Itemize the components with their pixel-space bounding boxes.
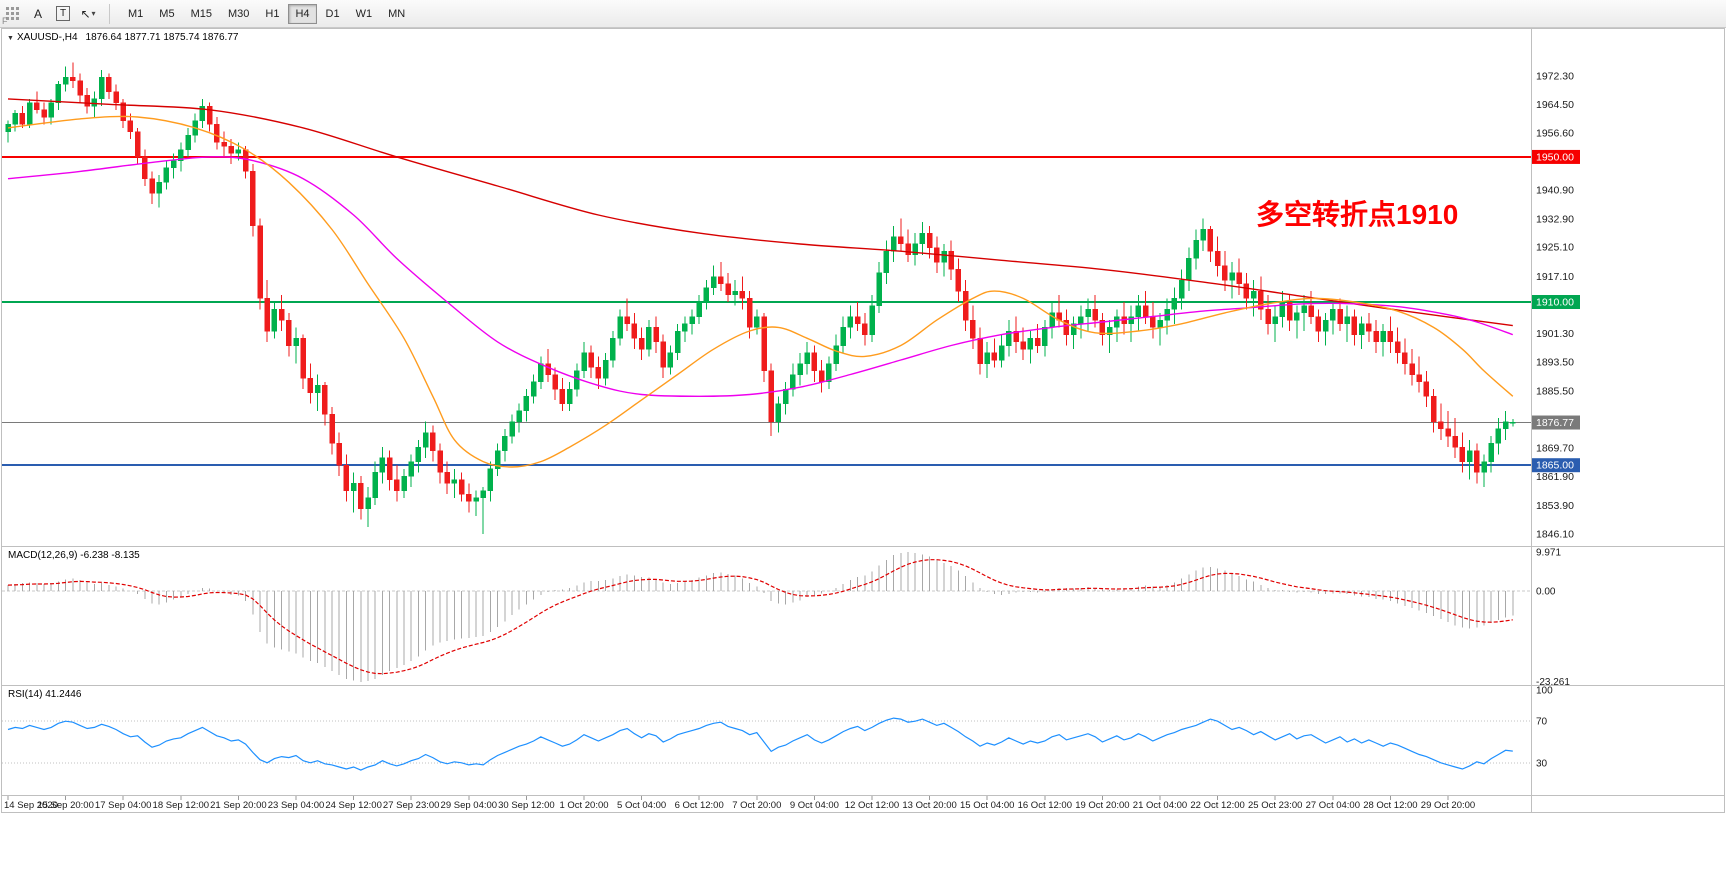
symbol-label: XAUUSD-,H4 (16, 32, 78, 43)
price-label-box-resistance-1950 (1532, 149, 1580, 164)
time-label: 21 Oct 04:00 (1133, 800, 1187, 811)
time-label: 12 Oct 12:00 (845, 800, 899, 811)
price-tick-label: 1932.90 (1536, 213, 1574, 225)
ohlc-values: 1876.64 1877.71 1875.74 1876.77 (85, 32, 239, 43)
price-label-pivot-1910: 1910.00 (1536, 297, 1574, 309)
price-label-box-support-1865 (1532, 458, 1580, 473)
time-label: 5 Oct 04:00 (617, 800, 666, 811)
rsi-indicator-label: RSI(14) 41.2446 (8, 689, 82, 700)
time-label: 27 Oct 04:00 (1306, 800, 1360, 811)
timeframe-h1-button[interactable]: H1 (258, 4, 286, 24)
timeframe-m5-button[interactable]: M5 (152, 4, 181, 24)
time-label: 25 Oct 23:00 (1248, 800, 1302, 811)
price-tick-label: 1901.30 (1536, 328, 1574, 340)
chevron-down-icon: ▾ (91, 9, 96, 18)
time-label: 15 Sep 20:00 (37, 800, 94, 811)
timeframe-d1-button[interactable]: D1 (319, 4, 347, 24)
price-tick-label: 1972.30 (1536, 71, 1574, 83)
toolbar-separator (109, 3, 110, 24)
timeframe-h4-button[interactable]: H4 (288, 3, 317, 24)
rsi-scale-label: 30 (1536, 758, 1548, 769)
rsi-scale-label: 100 (1536, 686, 1553, 697)
label-tool-button[interactable]: T (52, 3, 74, 25)
rsi-line[interactable] (7, 717, 1513, 771)
time-label: 23 Sep 04:00 (268, 800, 325, 811)
time-label: 22 Oct 12:00 (1190, 800, 1244, 811)
price-label-current-price: 1876.77 (1536, 417, 1574, 429)
macd-indicator-label: MACD(12,26,9) -6.238 -8.135 (8, 550, 140, 561)
rsi-scale-label: 70 (1536, 717, 1548, 728)
panel-borders (1, 28, 1725, 813)
time-label: 13 Oct 20:00 (902, 800, 956, 811)
time-label: 29 Sep 04:00 (441, 800, 498, 811)
price-label-box-current-price (1532, 415, 1580, 430)
ma-fast-orange[interactable] (7, 115, 1514, 468)
toolbar: A T ↖ ▾ M1 M5 M15 M30 H1 H4 D1 W1 MN F (0, 0, 1726, 28)
time-label: 18 Sep 12:00 (153, 800, 210, 811)
time-label: 29 Oct 20:00 (1421, 800, 1475, 811)
time-label: 30 Sep 12:00 (498, 800, 555, 811)
timeframe-m30-button[interactable]: M30 (221, 4, 256, 24)
time-label: 16 Oct 12:00 (1018, 800, 1072, 811)
time-label: 17 Sep 04:00 (95, 800, 152, 811)
price-tick-label: 1853.90 (1536, 500, 1574, 512)
time-label: 19 Oct 20:00 (1075, 800, 1129, 811)
macd-scale-label: 9.971 (1536, 548, 1561, 559)
price-tick-label: 1925.10 (1536, 242, 1574, 254)
label-tool-icon: T (55, 6, 71, 21)
timeframe-w1-button[interactable]: W1 (349, 4, 380, 24)
time-label: 28 Oct 12:00 (1363, 800, 1417, 811)
timeframe-button-group: M1 M5 M15 M30 H1 H4 D1 W1 MN (120, 3, 413, 24)
price-tick-label: 1869.70 (1536, 443, 1574, 455)
macd-signal-line[interactable] (7, 559, 1513, 675)
price-label-support-1865: 1865.00 (1536, 460, 1574, 472)
price-label-resistance-1950: 1950.00 (1536, 151, 1574, 163)
time-label: 6 Oct 12:00 (675, 800, 724, 811)
price-tick-label: 1917.10 (1536, 271, 1574, 283)
price-tick-label: 1964.50 (1536, 99, 1574, 111)
candlestick-series[interactable] (5, 62, 1516, 535)
time-label: 9 Oct 04:00 (790, 800, 839, 811)
price-axis[interactable]: 1972.30 1964.50 1956.60 1940.90 1932.90 1925.… (1532, 71, 1580, 541)
chart-header: ▼ XAUUSD-,H4 1876.64 1877.71 1875.74 1876.… (7, 32, 238, 43)
time-label: 7 Oct 20:00 (732, 800, 781, 811)
price-tick-label: 1861.90 (1536, 471, 1574, 483)
macd-histogram[interactable] (7, 552, 1514, 682)
arrow-tool-button[interactable]: ↖ ▾ (77, 3, 99, 25)
chart-annotation[interactable]: 多空转折点1910 (1256, 199, 1459, 230)
arrow-icon: ↖ (80, 6, 91, 21)
macd-scale-label: 0.00 (1536, 587, 1556, 598)
price-tick-label: 1885.50 (1536, 385, 1574, 397)
time-label: 27 Sep 23:00 (383, 800, 440, 811)
text-tool-button[interactable]: A (27, 3, 49, 25)
time-label: 24 Sep 12:00 (325, 800, 382, 811)
symbol-dropdown-icon[interactable]: ▼ (7, 35, 14, 42)
timeframe-m1-button[interactable]: M1 (121, 4, 150, 24)
ma-slow-red[interactable] (7, 98, 1513, 327)
time-label: 21 Sep 20:00 (210, 800, 267, 811)
timeframe-mn-button[interactable]: MN (381, 4, 412, 24)
price-tick-label: 1893.50 (1536, 356, 1574, 368)
price-tick-label: 1846.10 (1536, 528, 1574, 540)
time-label: 14 Sep 2020 (4, 800, 58, 811)
grid-tool-icon[interactable] (6, 7, 19, 20)
timeframe-m15-button[interactable]: M15 (184, 4, 219, 24)
ma-mid-magenta[interactable] (7, 156, 1514, 398)
price-tick-label: 1940.90 (1536, 184, 1574, 196)
price-label-box-pivot-1910 (1532, 295, 1580, 310)
dock-edge-label: F (2, 16, 8, 26)
price-tick-label: 1956.60 (1536, 128, 1574, 140)
time-label: 15 Oct 04:00 (960, 800, 1014, 811)
time-label: 1 Oct 20:00 (559, 800, 608, 811)
macd-scale-label: -23.261 (1536, 677, 1570, 688)
